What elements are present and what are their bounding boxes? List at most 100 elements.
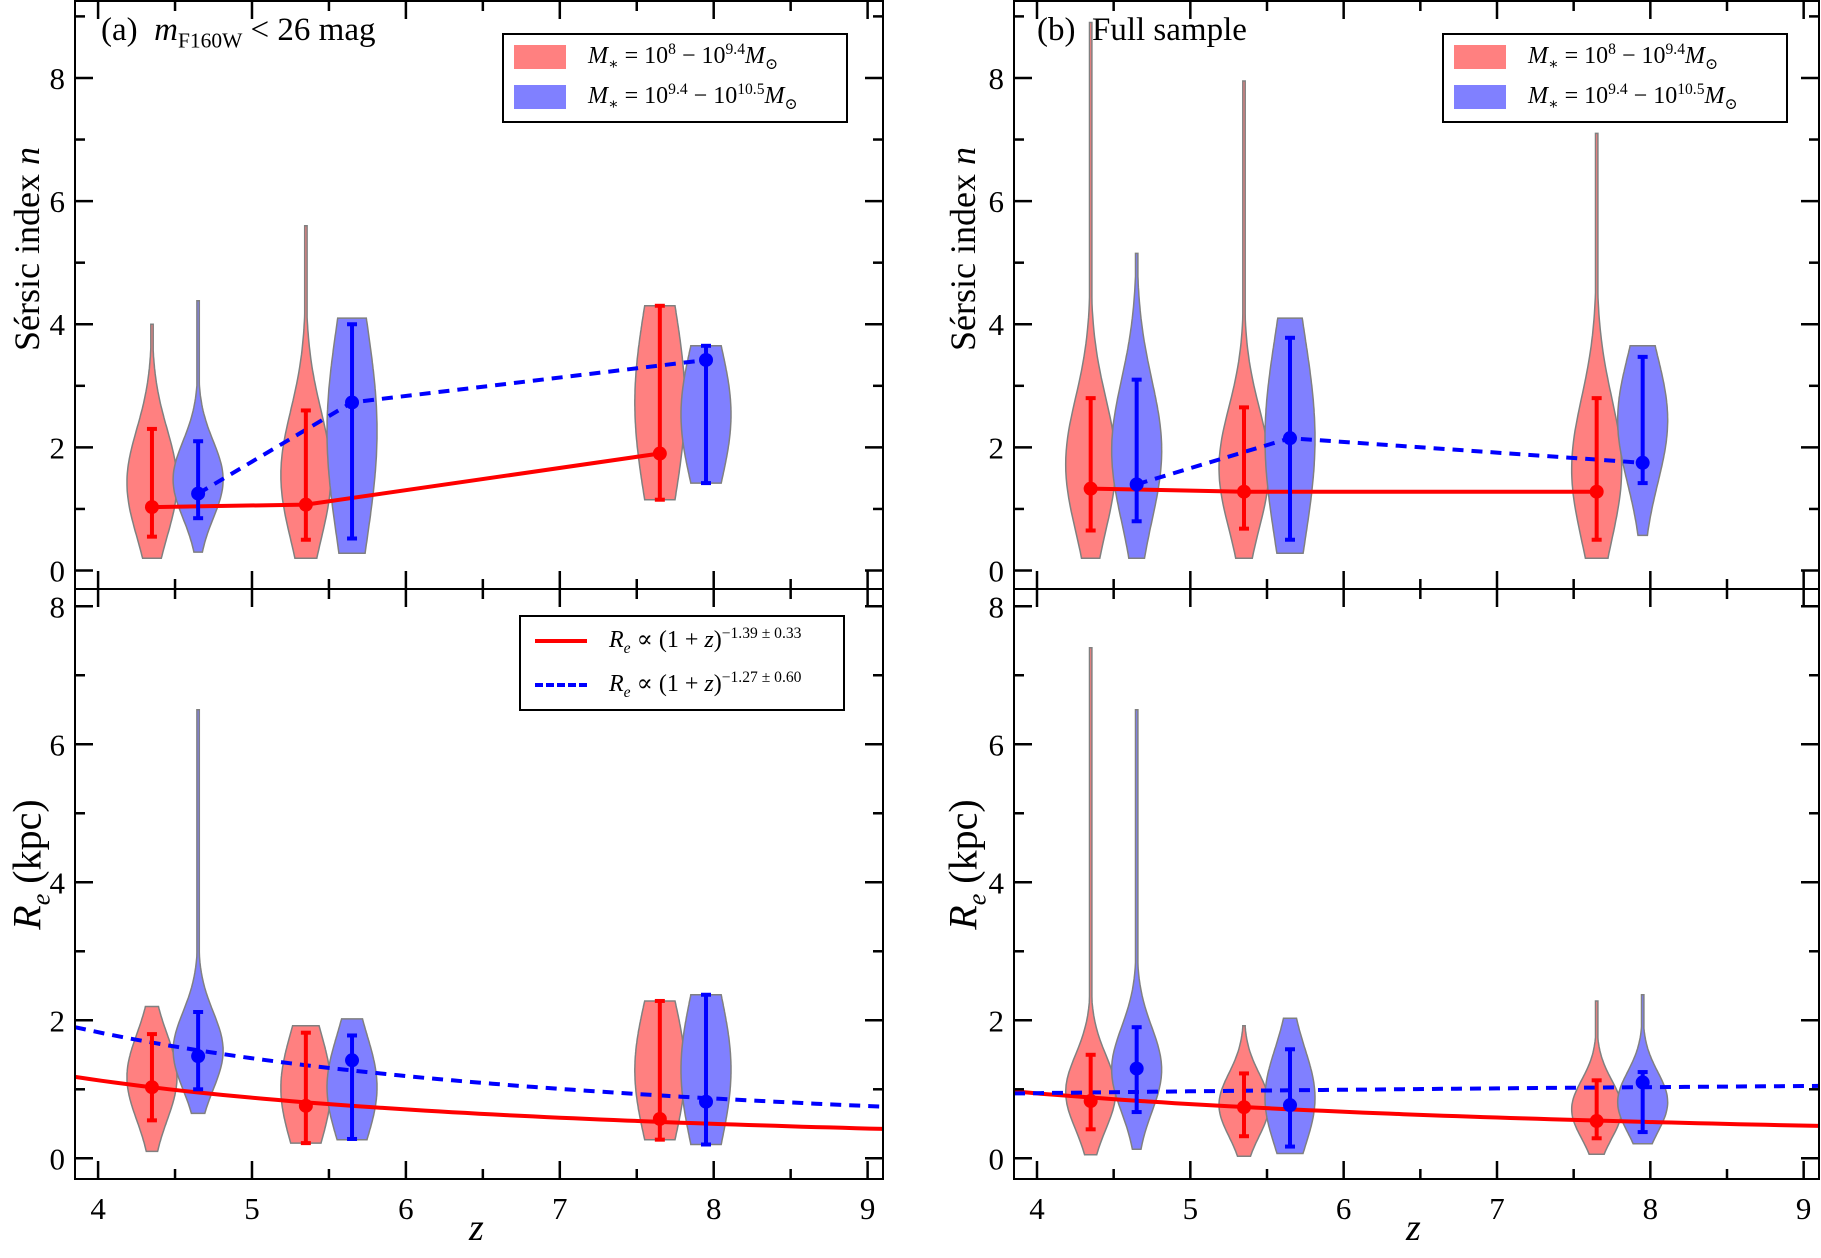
y-tick-label: 0 — [50, 554, 66, 589]
legend-text-part: 8 — [668, 41, 676, 58]
y-tick-label: 6 — [50, 184, 66, 219]
legend-text-part: z — [704, 671, 714, 697]
ylabel-n: n — [7, 147, 47, 166]
y-tick-label: 8 — [50, 589, 66, 624]
ylabel-unit: (kpc) — [4, 799, 50, 894]
violin-red — [1064, 646, 1117, 1156]
legend-text-part: ⊙ — [1705, 55, 1719, 73]
legend-label: M∗ = 108 − 109.4M⊙ — [1528, 41, 1718, 74]
legend-swatch-red — [514, 45, 566, 70]
median-point-blue — [345, 1053, 360, 1068]
fit-curve-blue — [1014, 1083, 1819, 1096]
legend-text-part: 9.4 — [1665, 41, 1686, 58]
legend-text-part: − 10 — [687, 83, 738, 109]
plot-area — [126, 224, 732, 559]
median-point-blue — [1129, 1061, 1144, 1076]
legend-entry-low-mass: M∗ = 108 − 109.4M⊙ — [1454, 41, 1718, 74]
y-tick-label: 4 — [50, 865, 66, 900]
ylabel-n: n — [943, 147, 983, 166]
legend-text-part: M — [1528, 43, 1548, 69]
legend-label: Re ∝ (1 + z)−1.27 ± 0.60 — [609, 669, 801, 702]
median-point-blue — [699, 352, 714, 367]
legend-text-part: −1.27 ± 0.60 — [721, 669, 802, 686]
y-tick-label: 6 — [50, 727, 66, 762]
legend-text-part: 9.4 — [1608, 81, 1628, 98]
legend-entry-fit-red: Re ∝ (1 + z)−1.39 ± 0.33 — [535, 625, 801, 658]
median-point-red — [652, 1111, 667, 1126]
xlabel-b: z — [1406, 1207, 1421, 1249]
median-point-red — [1237, 484, 1251, 499]
x-tick-label: 7 — [552, 1191, 568, 1226]
plot-area — [1014, 646, 1819, 1157]
ylabel-text: Sérsic index — [943, 165, 983, 351]
violin-red — [1570, 132, 1623, 559]
ylabel-R: R — [4, 905, 50, 930]
panel-a-bottom: 4 5 6 7 8 9 0 2 4 6 8 — [50, 588, 884, 1226]
legend-line-red — [535, 639, 587, 644]
violin-red — [1064, 21, 1117, 559]
ylabel-e: e — [962, 893, 992, 906]
x-tick-label: 8 — [706, 1191, 722, 1226]
legend-text-part: = 10 — [618, 43, 669, 69]
violin-blue — [1110, 709, 1163, 1151]
legend-text-part: M — [588, 43, 608, 69]
legend-text-part: R — [609, 671, 624, 697]
legend-text-part: e — [623, 639, 631, 657]
legend-text-part: ) — [713, 671, 722, 697]
legend-label: Re ∝ (1 + z)−1.39 ± 0.33 — [609, 625, 801, 658]
legend-swatch-blue — [514, 85, 566, 110]
y-tick-label: 2 — [50, 1003, 66, 1038]
legend-entry-low-mass: M∗ = 108 − 109.4M⊙ — [514, 41, 778, 74]
legend-label: M∗ = 108 − 109.4M⊙ — [588, 41, 778, 74]
fit-curve-red — [1014, 1089, 1819, 1128]
legend-text-part: ⊙ — [765, 55, 779, 73]
x-tick-label: 7 — [1489, 1191, 1505, 1226]
legend-label: M∗ = 109.4 − 1010.5M⊙ — [588, 81, 798, 114]
legend-text-part: ⊙ — [784, 95, 798, 113]
legend-text-part: 10.5 — [737, 81, 765, 98]
y-tick-label: 6 — [989, 184, 1005, 219]
y-tick-label: 2 — [989, 1003, 1005, 1038]
xlabel-a: z — [469, 1207, 484, 1249]
legend-fit-a: Re ∝ (1 + z)−1.39 ± 0.33 Re ∝ (1 + z)−1.… — [519, 615, 845, 711]
legend-text-part: 9.4 — [668, 81, 688, 98]
y-tick-label: 8 — [50, 61, 66, 96]
magnitude-cut: < 26 mag — [242, 12, 376, 48]
panel-b-text: Full sample — [1091, 12, 1247, 48]
median-point-red — [652, 446, 667, 461]
panel-b-annotation: (b) Full sample — [1037, 12, 1247, 49]
violin-red — [1218, 80, 1270, 559]
y-tick-label: 8 — [989, 61, 1005, 96]
median-point-blue — [1129, 477, 1144, 492]
y-tick-label: 0 — [50, 1141, 66, 1176]
legend-text-part: 9.4 — [725, 41, 746, 58]
x-tick-label: 6 — [1336, 1191, 1352, 1226]
y-tick-label: 0 — [989, 554, 1005, 589]
y-tick-label: 0 — [989, 1141, 1005, 1176]
median-point-blue — [1283, 1098, 1297, 1113]
legend-text-part: z — [704, 627, 714, 653]
ylabel-re-b: Re (kpc) — [940, 780, 993, 950]
ylabel-sersic-a: Sérsic index n — [6, 119, 48, 379]
legend-text-part: R — [609, 627, 624, 653]
panel-a-label: (a) — [101, 12, 138, 48]
legend-text-part: ⊙ — [1724, 95, 1738, 113]
median-point-red — [1589, 484, 1604, 499]
legend-text-part: ∝ (1 + — [630, 671, 705, 697]
y-tick-label: 4 — [50, 307, 66, 342]
legend-text-part: = 10 — [618, 83, 669, 109]
median-point-blue — [1635, 1075, 1650, 1090]
panel-a-annotation: (a) mF160W < 26 mag — [101, 12, 375, 54]
legend-mass-a: M∗ = 108 − 109.4M⊙ M∗ = 109.4 − 1010.5M⊙ — [502, 33, 848, 123]
x-tick-label: 6 — [398, 1191, 414, 1226]
median-point-blue — [191, 486, 206, 501]
ylabel-unit: (kpc) — [940, 799, 986, 894]
x-tick-label: 4 — [90, 1191, 106, 1226]
legend-mass-b: M∗ = 108 − 109.4M⊙ M∗ = 109.4 − 1010.5M⊙ — [1442, 33, 1788, 123]
median-point-red — [144, 1080, 159, 1095]
violin-blue — [172, 300, 224, 553]
panel-b-bottom: 4 5 6 7 8 9 0 2 4 6 8 — [989, 588, 1820, 1226]
legend-swatch-red — [1454, 45, 1506, 70]
legend-text-part: ∝ (1 + — [630, 627, 705, 653]
